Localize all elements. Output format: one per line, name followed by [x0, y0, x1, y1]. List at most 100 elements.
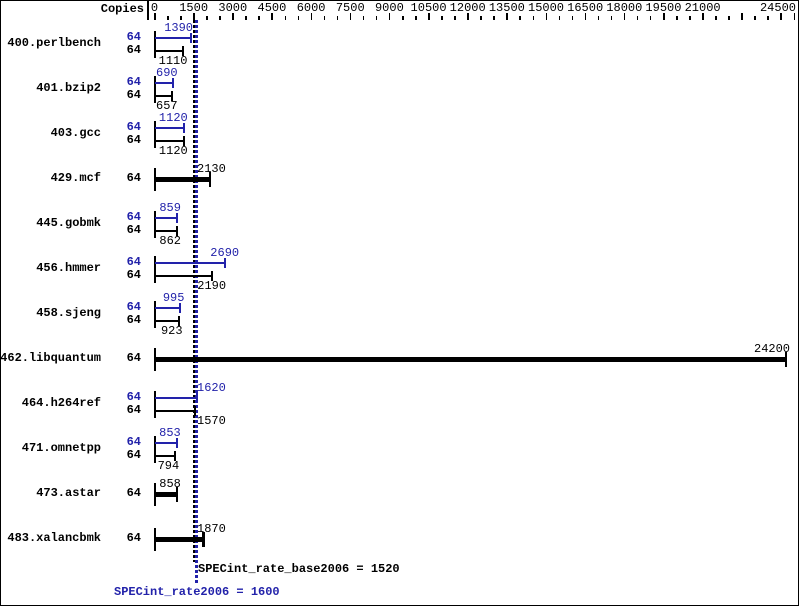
base-bar-end-cap	[194, 405, 197, 416]
axis-minor-tick	[767, 16, 769, 20]
copies-value: 64	[126, 74, 141, 89]
copies-value: 64	[126, 267, 141, 282]
base-value-label: 1570	[197, 413, 226, 428]
copies-value: 64	[126, 29, 141, 44]
ref-line-base	[193, 20, 196, 562]
axis-major-tick	[232, 13, 234, 20]
peak-bar	[154, 441, 177, 444]
axis-major-tick	[154, 13, 156, 20]
peak-value-label: 853	[159, 425, 181, 440]
benchmark-name: 401.bzip2	[36, 81, 101, 95]
axis-tick-label: 9000	[374, 1, 404, 15]
axis-minor-tick	[375, 16, 378, 20]
combined-bar	[154, 536, 204, 542]
axis-tick-label: 13500	[488, 1, 525, 15]
copies-value: 64	[126, 447, 141, 462]
peak-value-label: 1390	[164, 20, 193, 35]
axis-minor-tick	[728, 16, 730, 20]
axis-major-tick	[780, 13, 782, 20]
axis-minor-tick	[649, 16, 652, 20]
peak-bar-end-cap	[182, 122, 185, 133]
axis-minor-tick	[532, 16, 535, 20]
axis-minor-tick	[754, 16, 756, 20]
ref-line-peak	[195, 20, 198, 585]
axis-minor-tick	[676, 16, 678, 20]
axis-minor-tick	[689, 16, 691, 20]
group-left-cap	[153, 210, 156, 238]
copies-value: 64	[126, 434, 141, 449]
benchmark-name: 483.xalancbmk	[7, 531, 101, 545]
benchmark-name: 464.h264ref	[21, 396, 101, 410]
benchmark-name: 429.mcf	[50, 171, 101, 185]
peak-bar-end-cap	[179, 302, 182, 313]
axis-minor-tick	[636, 16, 639, 20]
axis-minor-tick	[206, 16, 208, 20]
x-axis: 0 1500 3000 4500 6000 7500 9000 10500 12000 13500…	[1, 1, 798, 21]
base-bar	[154, 454, 176, 457]
axis-minor-tick	[493, 16, 495, 20]
copies-value: 64	[126, 119, 141, 134]
axis-tick-label: 7500	[335, 1, 365, 15]
axis-major-tick	[310, 13, 313, 20]
base-value-label: 2190	[197, 278, 227, 293]
axis-minor-tick	[441, 16, 443, 20]
copies-value: 64	[126, 299, 141, 314]
group-left-cap	[153, 120, 156, 148]
base-bar	[154, 49, 184, 52]
base-result-text: SPECint_rate_base2006 = 1520	[198, 562, 400, 576]
base-bar	[154, 94, 172, 97]
axis-tick-label: 15000	[527, 1, 565, 15]
axis-minor-tick	[284, 16, 287, 20]
combined-value-label: 24200	[754, 342, 791, 356]
base-bar	[154, 229, 177, 232]
base-bar	[154, 274, 212, 277]
peak-bar-end-cap	[175, 437, 178, 448]
combined-value-label: 2130	[197, 162, 226, 176]
axis-tick-label: 0	[150, 1, 159, 15]
axis-tick-label: 6000	[296, 1, 326, 15]
peak-bar	[154, 216, 177, 219]
axis-minor-tick	[519, 16, 521, 20]
axis-tick-label: 19500	[645, 1, 682, 15]
axis-minor-tick	[480, 16, 482, 20]
axis-major-tick	[663, 13, 665, 20]
group-left-cap	[153, 390, 156, 418]
peak-bar	[154, 261, 225, 264]
peak-result-text: SPECint_rate2006 = 1600	[114, 585, 280, 599]
peak-bar	[154, 126, 184, 129]
axis-major-tick	[793, 13, 796, 20]
axis-minor-tick	[454, 16, 456, 20]
axis-tick-label: 21000	[684, 1, 721, 15]
peak-bar	[154, 306, 181, 309]
base-bar-end-cap	[177, 315, 180, 326]
axis-minor-tick	[219, 16, 221, 20]
peak-bar	[154, 396, 197, 399]
axis-minor-tick	[336, 16, 339, 20]
peak-value-label: 995	[162, 290, 185, 305]
copies-value: 64	[126, 209, 141, 224]
base-bar-end-cap	[182, 135, 185, 146]
benchmark-name: 403.gcc	[50, 126, 101, 140]
copies-value: 64	[126, 42, 141, 57]
axis-major-tick	[349, 13, 352, 20]
base-bar-end-cap	[210, 270, 213, 281]
axis-minor-tick	[715, 16, 717, 20]
benchmark-name: 462.libquantum	[0, 351, 101, 365]
axis-major-tick	[388, 13, 391, 20]
group-left-cap	[153, 300, 156, 328]
base-bar-end-cap	[182, 45, 185, 56]
peak-bar-end-cap	[195, 392, 198, 403]
axis-minor-tick	[297, 16, 300, 20]
base-value-label: 923	[160, 323, 183, 338]
combined-bar-end-cap	[784, 351, 788, 367]
base-value-label: 862	[159, 233, 181, 248]
axis-tick-label: 18000	[606, 1, 643, 15]
base-bar-end-cap	[175, 225, 178, 236]
peak-value-label: 690	[156, 65, 178, 80]
axis-minor-tick	[415, 16, 417, 20]
group-left-cap	[153, 30, 156, 58]
peak-bar-end-cap	[171, 77, 174, 88]
base-value-label: 794	[157, 458, 180, 473]
base-value-label: 1120	[158, 143, 188, 158]
